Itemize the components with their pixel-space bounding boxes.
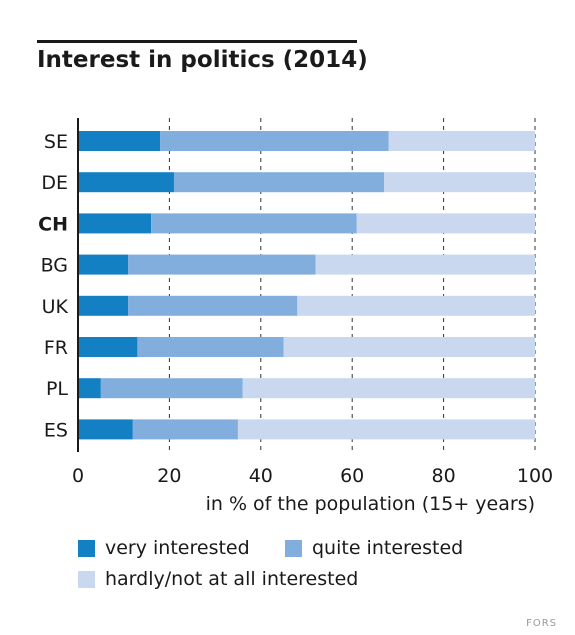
legend-label-very: very interested xyxy=(105,537,250,559)
bar-ch-series-0 xyxy=(78,213,152,234)
category-label-bg: BG xyxy=(41,255,68,277)
bar-bg-series-2 xyxy=(315,254,535,275)
category-label-se: SE xyxy=(44,131,68,153)
category-label-es: ES xyxy=(44,419,68,441)
bar-pl-series-2 xyxy=(242,378,535,399)
category-label-uk: UK xyxy=(42,296,69,318)
bar-se-series-0 xyxy=(78,131,161,151)
bar-de-series-0 xyxy=(78,172,174,193)
bar-es-series-1 xyxy=(132,419,238,440)
legend-item-quite: quite interested xyxy=(285,537,463,559)
bar-ch-series-1 xyxy=(151,213,357,234)
x-tick-label-100: 100 xyxy=(517,465,553,487)
legend-swatch-quite xyxy=(285,539,302,557)
bar-ch-series-2 xyxy=(356,213,535,234)
bar-bg-series-1 xyxy=(128,254,316,275)
legend-label-quite: quite interested xyxy=(312,537,464,559)
bar-fr-series-1 xyxy=(137,337,284,357)
bar-se-series-2 xyxy=(388,131,535,151)
legend-swatch-very xyxy=(78,539,95,557)
credit-logo: FORS xyxy=(526,618,557,629)
chart-title: Interest in politics (2014) xyxy=(37,47,368,73)
bar-fr-series-2 xyxy=(283,337,535,357)
x-tick-label-20: 20 xyxy=(157,465,181,487)
category-label-ch: CH xyxy=(38,213,68,235)
bar-de-series-2 xyxy=(384,172,535,193)
bar-uk-series-0 xyxy=(78,295,129,316)
x-tick-label-60: 60 xyxy=(340,465,364,487)
bar-bg-series-0 xyxy=(78,254,129,275)
legend-label-hardly: hardly/not at all interested xyxy=(105,568,359,590)
legend-swatch-hardly xyxy=(78,570,95,588)
bar-se-series-1 xyxy=(160,131,389,151)
x-tick-label-0: 0 xyxy=(72,465,84,487)
bar-de-series-1 xyxy=(173,172,385,193)
x-tick-label-40: 40 xyxy=(249,465,273,487)
chart-area: SE DE CH BG UK FR PL ES 0 20 40 60 80 100 in % of the … xyxy=(38,118,553,515)
bar-es-series-2 xyxy=(237,419,535,440)
bar-fr-series-0 xyxy=(78,337,138,357)
x-tick-label-80: 80 xyxy=(432,465,456,487)
bar-uk-series-2 xyxy=(297,295,535,316)
bar-pl-series-0 xyxy=(78,378,101,399)
bar-pl-series-1 xyxy=(100,378,243,399)
x-axis-label: in % of the population (15+ years) xyxy=(206,493,535,515)
bar-es-series-0 xyxy=(78,419,133,440)
category-label-de: DE xyxy=(41,172,68,194)
category-label-pl: PL xyxy=(46,378,68,400)
legend-item-very: very interested xyxy=(78,537,250,559)
bar-uk-series-1 xyxy=(128,295,298,316)
legend-item-hardly: hardly/not at all interested xyxy=(78,568,358,590)
title-rule xyxy=(37,40,357,43)
category-label-fr: FR xyxy=(44,337,68,359)
